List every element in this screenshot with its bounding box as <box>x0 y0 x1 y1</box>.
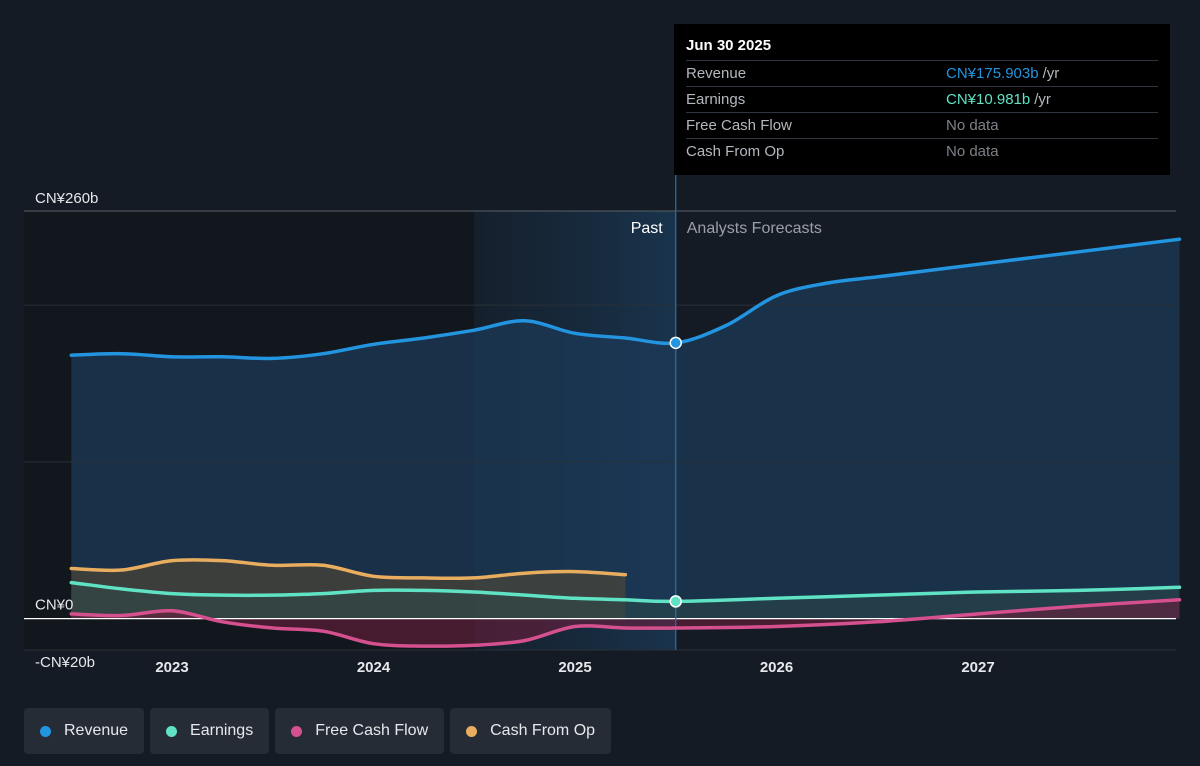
x-tick-label: 2027 <box>961 659 994 676</box>
tooltip-panel: Jun 30 2025 Revenue CN¥175.903b /yr Earn… <box>674 24 1170 175</box>
legend-label: Revenue <box>64 722 129 739</box>
x-tick-label: 2025 <box>558 659 591 676</box>
legend-dot-icon <box>166 725 178 737</box>
revenue-area <box>71 239 1180 619</box>
earnings-line <box>69 580 1182 604</box>
x-tick-label: 2024 <box>357 659 391 676</box>
legend-label: Cash From Op <box>490 722 596 739</box>
legend-item-cash-from-op[interactable]: Cash From Op <box>450 708 612 754</box>
legend-label: Free Cash Flow <box>315 722 429 739</box>
data-point-marker <box>669 336 682 350</box>
tooltip-label: Earnings <box>686 91 746 108</box>
revenue-line <box>69 237 1182 361</box>
legend-item-earnings[interactable]: Earnings <box>150 708 270 754</box>
data-point-marker <box>669 595 682 608</box>
free-cash-flow-area <box>71 599 1180 647</box>
tooltip-value: No data <box>946 117 999 134</box>
tooltip-row-free-cash-flow: Free Cash Flow No data <box>686 112 1158 138</box>
tooltip-value: No data <box>946 143 999 160</box>
cash-from-op-line <box>69 557 628 581</box>
legend-dot-icon <box>291 725 303 737</box>
legend-item-free-cash-flow[interactable]: Free Cash Flow <box>275 708 445 754</box>
x-tick-label: 2026 <box>760 659 793 676</box>
tooltip-value: CN¥175.903b <box>946 65 1039 82</box>
free-cash-flow-line <box>69 598 1182 648</box>
legend-dot-icon <box>466 725 478 737</box>
tooltip-row-cash-from-op: Cash From Op No data <box>686 138 1158 164</box>
y-tick-label: CN¥0 <box>35 597 73 614</box>
tooltip-label: Revenue <box>686 65 747 82</box>
x-tick-label: 2023 <box>155 659 188 676</box>
tooltip-row-earnings: Earnings CN¥10.981b /yr <box>686 86 1158 112</box>
y-tick-label: CN¥260b <box>35 190 98 207</box>
tooltip-unit: /yr <box>1034 91 1051 108</box>
legend-label: Earnings <box>190 722 254 739</box>
tooltip-row-revenue: Revenue CN¥175.903b /yr <box>686 60 1158 86</box>
legend: Revenue Earnings Free Cash Flow Cash Fro… <box>24 708 612 754</box>
y-tick-label: -CN¥20b <box>35 654 95 671</box>
tooltip-label: Free Cash Flow <box>686 117 792 134</box>
forecast-label: Analysts Forecasts <box>687 220 822 237</box>
tooltip-date: Jun 30 2025 <box>686 37 772 54</box>
tooltip-unit: /yr <box>1042 65 1060 82</box>
legend-item-revenue[interactable]: Revenue <box>24 708 145 754</box>
legend-dot-icon <box>40 725 51 737</box>
tooltip-value: CN¥10.981b <box>946 91 1031 108</box>
past-label: Past <box>631 220 664 237</box>
tooltip-label: Cash From Op <box>686 143 785 160</box>
